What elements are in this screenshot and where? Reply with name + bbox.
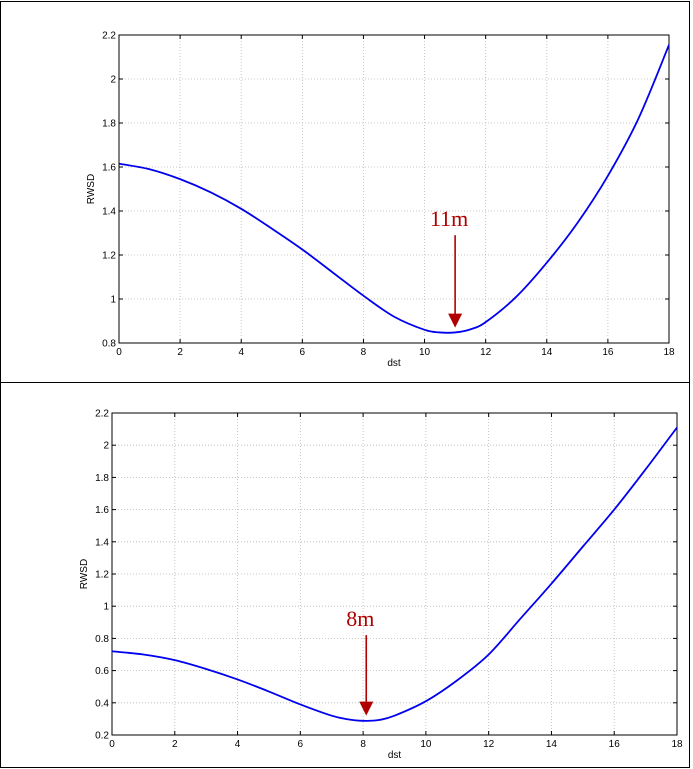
annotation-label: 8m — [346, 606, 374, 631]
x-tick-label: 6 — [300, 347, 306, 358]
y-tick-label: 2.2 — [95, 409, 109, 420]
x-axis-label: dst — [387, 358, 401, 369]
y-tick-label: 0.6 — [95, 666, 109, 677]
x-tick-label: 16 — [602, 347, 614, 358]
x-tick-label: 18 — [671, 739, 683, 750]
y-tick-label: 1.6 — [102, 163, 116, 174]
chart-panel-top: 0 2 4 6 8 10 12 14 16 18 0.8 1 1.2 1.4 1.6 1.8 2 2.2 dst RW… — [0, 1, 690, 383]
x-tick-label: 2 — [177, 347, 183, 358]
rwsd-chart-bottom: 0 2 4 6 8 10 12 14 16 18 0.2 0.4 0.6 0.8 1 1.2 1.4 1.6 1.8… — [79, 409, 683, 762]
y-tick-label: 0.8 — [102, 339, 116, 350]
y-tick-label: 0.8 — [95, 634, 109, 645]
x-tick-label: 2 — [172, 739, 178, 750]
y-tick-label: 2 — [103, 441, 109, 452]
x-tick-label: 6 — [298, 739, 304, 750]
plot-area-frame — [118, 34, 670, 344]
x-tick-label: 8 — [361, 347, 367, 358]
y-axis-label: RWSD — [86, 174, 97, 204]
x-tick-label: 12 — [480, 347, 492, 358]
x-tick-label: 18 — [663, 347, 675, 358]
y-tick-label: 1 — [110, 295, 116, 306]
x-tick-label: 10 — [419, 347, 431, 358]
y-tick-label: 1.4 — [95, 537, 109, 548]
annotation-arrow-head — [448, 313, 463, 328]
x-tick-label: 4 — [238, 347, 244, 358]
y-tick-label: 0.4 — [95, 698, 109, 709]
y-tick-label: 2 — [110, 75, 116, 86]
rwsd-chart-top: 0 2 4 6 8 10 12 14 16 18 0.8 1 1.2 1.4 1.6 1.8 2 2.2 dst RW… — [86, 31, 675, 370]
y-tick-label: 1 — [103, 602, 109, 613]
annotation-arrow-head — [359, 701, 374, 716]
x-axis-label: dst — [388, 750, 402, 761]
y-tick-label: 1.2 — [95, 570, 109, 581]
y-tick-label: 1.2 — [102, 251, 116, 262]
y-tick-label: 0.2 — [95, 731, 109, 742]
x-tick-label: 16 — [609, 739, 621, 750]
annotation-label: 11m — [430, 206, 468, 231]
chart-panel-bottom: 0 2 4 6 8 10 12 14 16 18 0.2 0.4 0.6 0.8 1 1.2 1.4 1.6 1.8… — [0, 382, 690, 768]
series-line-0 — [112, 426, 677, 722]
x-tick-label: 14 — [541, 347, 553, 358]
x-tick-label: 0 — [109, 739, 115, 750]
x-tick-label: 4 — [235, 739, 241, 750]
x-tick-label: 12 — [483, 739, 495, 750]
y-axis-label: RWSD — [79, 559, 90, 589]
x-tick-label: 10 — [420, 739, 432, 750]
y-tick-label: 2.2 — [102, 31, 116, 42]
y-tick-label: 1.4 — [102, 207, 116, 218]
x-tick-label: 8 — [360, 739, 366, 750]
y-tick-label: 1.6 — [95, 505, 109, 516]
y-tick-label: 1.8 — [102, 119, 116, 130]
x-tick-label: 0 — [116, 347, 122, 358]
x-tick-label: 14 — [546, 739, 558, 750]
y-tick-label: 1.8 — [95, 473, 109, 484]
series-line-0 — [119, 44, 669, 334]
